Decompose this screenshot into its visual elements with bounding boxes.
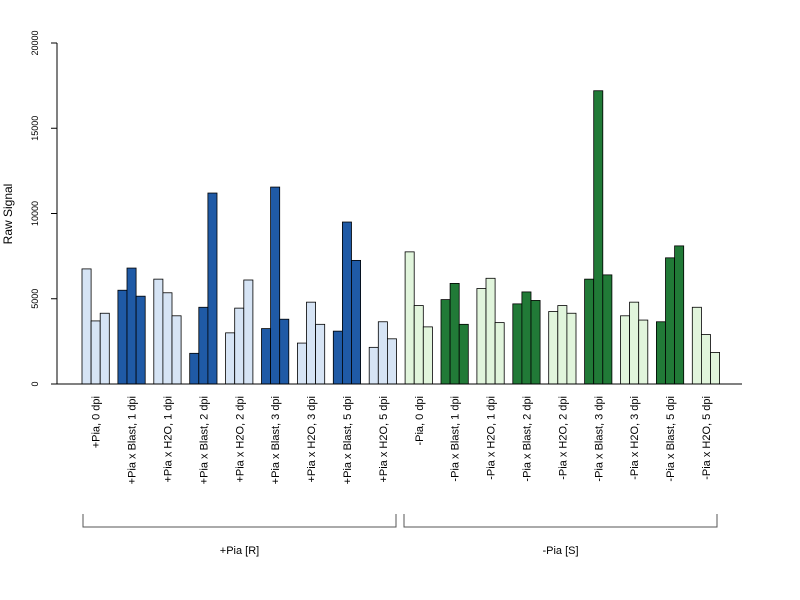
bar-17-rep-2 — [665, 257, 676, 385]
bar-4-rep-3 — [207, 192, 218, 385]
x-tick-label: -Pia x Blast, 1 dpi — [450, 396, 462, 482]
bar-7-rep-1 — [296, 342, 307, 385]
bar-1-rep-2 — [90, 320, 101, 385]
y-tick-label: 0 — [30, 381, 40, 386]
bar-6-rep-3 — [279, 318, 290, 385]
bar-13-rep-2 — [521, 291, 532, 385]
x-tick-label: +Pia x Blast, 3 dpi — [270, 396, 282, 484]
x-tick-label: +Pia, 0 dpi — [91, 396, 103, 448]
x-tick-label: +Pia x H2O, 1 dpi — [162, 396, 174, 483]
bar-18-rep-3 — [710, 352, 721, 385]
bar-18-rep-2 — [701, 334, 711, 385]
x-tick-label: -Pia x H2O, 2 dpi — [557, 396, 569, 480]
bar-5-rep-1 — [225, 332, 236, 385]
bars-layer — [81, 90, 721, 385]
bar-18-rep-1 — [691, 306, 702, 385]
bar-16-rep-2 — [629, 301, 640, 385]
x-tick-label: -Pia x Blast, 2 dpi — [521, 396, 533, 482]
bar-5-rep-3 — [243, 279, 254, 385]
bar-13-rep-1 — [512, 303, 523, 385]
bar-1-rep-1 — [81, 268, 92, 385]
x-tick-label: -Pia x H2O, 3 dpi — [629, 396, 641, 480]
bar-10-rep-3 — [422, 326, 433, 385]
bar-14-rep-2 — [557, 305, 568, 385]
bar-2-rep-1 — [117, 289, 128, 385]
bar-11-rep-2 — [449, 282, 460, 385]
x-tick-label: +Pia x Blast, 2 dpi — [198, 396, 210, 484]
x-tick-label: -Pia x H2O, 5 dpi — [701, 396, 713, 480]
y-tick-label: 5000 — [30, 289, 40, 309]
bar-4-rep-1 — [189, 352, 200, 385]
bar-16-rep-1 — [620, 315, 631, 385]
bar-8-rep-1 — [332, 330, 343, 385]
bar-13-rep-3 — [530, 300, 541, 385]
bar-8-rep-2 — [341, 221, 352, 385]
x-tick-label: -Pia x H2O, 1 dpi — [486, 396, 498, 480]
bar-11-rep-3 — [458, 323, 469, 385]
bar-9-rep-3 — [386, 338, 397, 385]
bar-3-rep-1 — [153, 278, 164, 385]
x-tick-label: +Pia x H2O, 2 dpi — [234, 396, 246, 483]
bar-17-rep-1 — [656, 321, 666, 385]
bar-9-rep-1 — [368, 346, 379, 385]
bar-10-rep-1 — [404, 251, 415, 385]
bar-10-rep-2 — [413, 305, 424, 385]
group-label: -Pia [S] — [542, 545, 578, 557]
bar-12-rep-3 — [494, 322, 505, 385]
bar-12-rep-1 — [476, 288, 487, 385]
x-tick-label: -Pia, 0 dpi — [414, 396, 426, 446]
y-tick-label: 15000 — [30, 116, 40, 141]
x-tick-labels: +Pia, 0 dpi +Pia x Blast, 1 dpi +Pia x H2O… — [91, 396, 713, 484]
bar-15-rep-2 — [593, 90, 604, 385]
x-tick-label: -Pia x Blast, 3 dpi — [593, 396, 605, 482]
bar-17-rep-3 — [674, 245, 685, 385]
x-tick-label: -Pia x Blast, 5 dpi — [665, 396, 677, 482]
bar-15-rep-1 — [584, 278, 595, 385]
group-label: +Pia [R] — [220, 545, 259, 557]
bar-14-rep-1 — [548, 311, 559, 385]
y-tick-label: 10000 — [30, 201, 40, 226]
bar-15-rep-3 — [602, 274, 613, 385]
group-bracket — [403, 514, 718, 528]
bar-14-rep-3 — [566, 312, 577, 385]
bar-5-rep-2 — [234, 307, 245, 385]
bar-2-rep-2 — [126, 267, 137, 385]
bar-7-rep-3 — [315, 323, 326, 385]
bar-9-rep-2 — [377, 321, 388, 385]
x-tick-label: +Pia x H2O, 5 dpi — [378, 396, 390, 483]
bar-8-rep-3 — [351, 259, 362, 385]
bar-6-rep-2 — [270, 186, 281, 385]
bar-4-rep-2 — [198, 306, 209, 385]
group-bracket — [82, 514, 397, 528]
bar-11-rep-1 — [440, 299, 451, 385]
group-brackets: +Pia [R] -Pia [S] — [82, 514, 718, 557]
bar-6-rep-1 — [261, 328, 272, 385]
x-tick-label: +Pia x Blast, 1 dpi — [127, 396, 139, 484]
bar-16-rep-3 — [638, 319, 649, 385]
bar-2-rep-3 — [135, 295, 146, 385]
bar-1-rep-3 — [99, 312, 110, 385]
bar-7-rep-2 — [306, 301, 317, 385]
bar-3-rep-3 — [171, 315, 182, 385]
y-tick-label: 20000 — [30, 30, 40, 55]
bar-12-rep-2 — [485, 277, 496, 385]
y-axis-label: Raw Signal — [1, 184, 15, 245]
bar-3-rep-2 — [162, 292, 173, 385]
y-axis: 0 5000 10000 15000 20000 — [30, 30, 58, 387]
x-tick-label: +Pia x Blast, 5 dpi — [342, 396, 354, 484]
x-tick-label: +Pia x H2O, 3 dpi — [306, 396, 318, 483]
